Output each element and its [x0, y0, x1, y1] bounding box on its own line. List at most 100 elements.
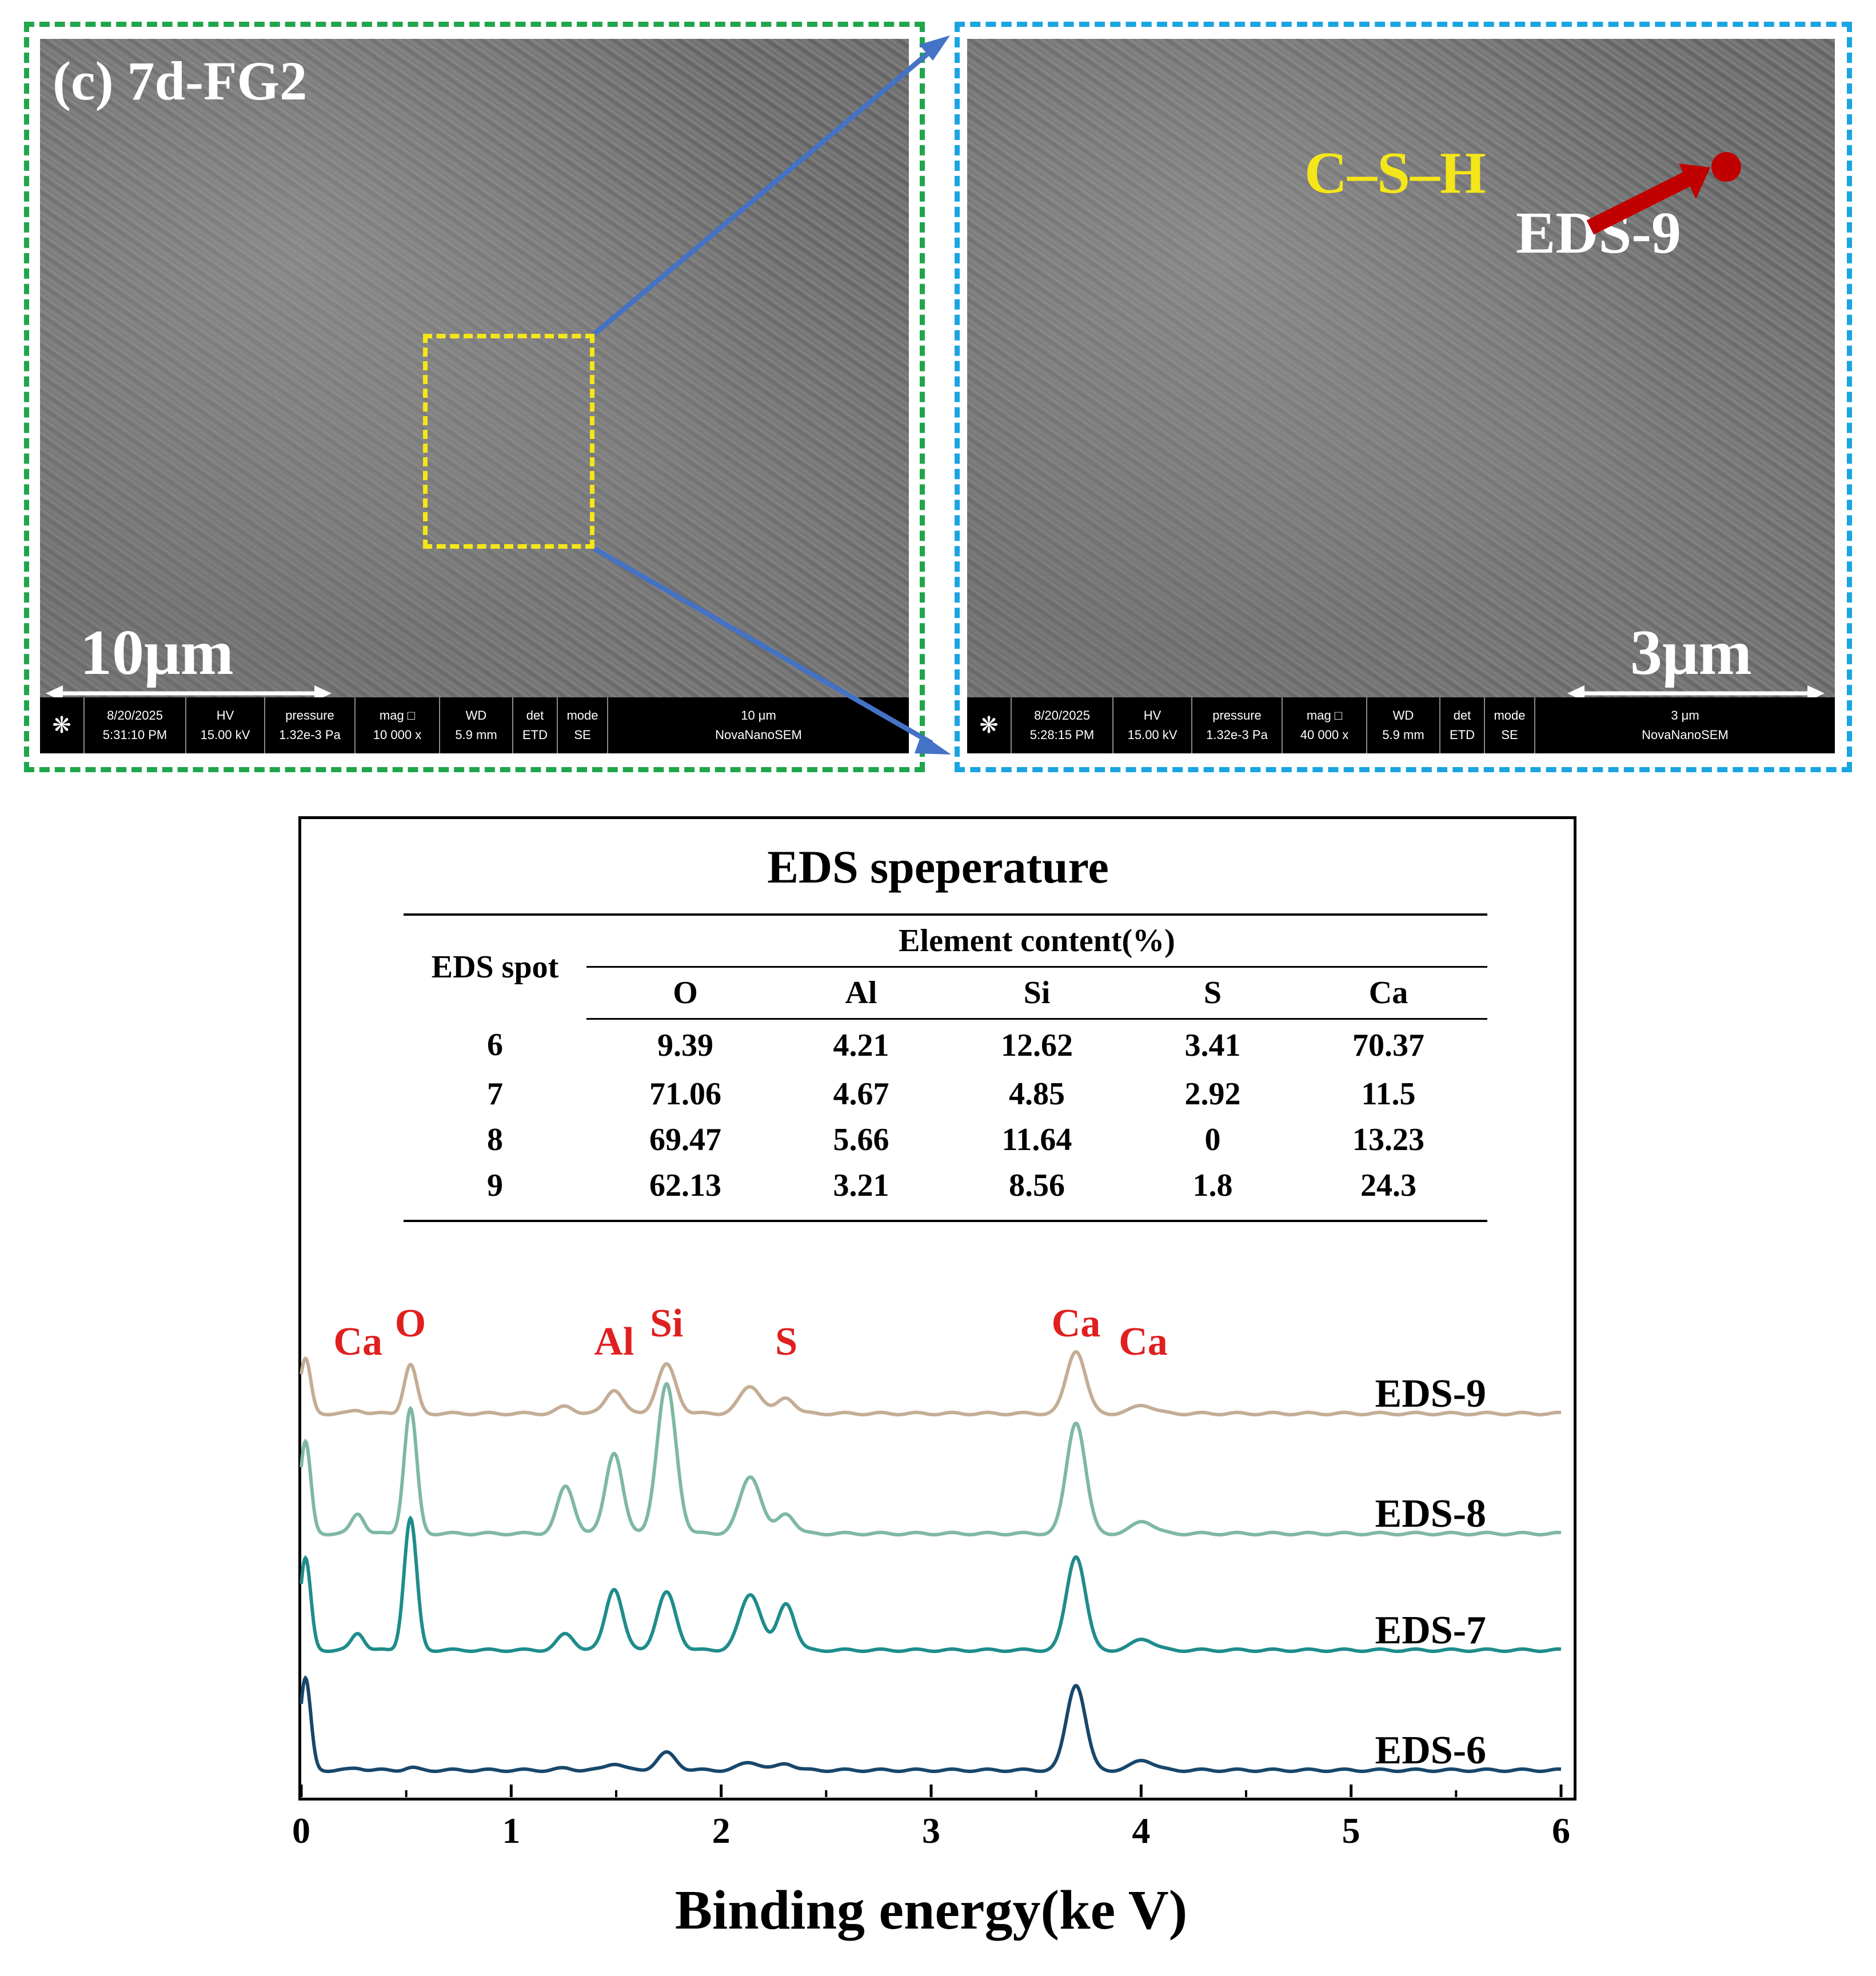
table-row: 7 71.06 4.67 4.85 2.92 11.5 — [404, 1071, 1487, 1117]
table-body: 6 9.39 4.21 12.62 3.41 70.37 7 71.06 4.67 4.85 2.9… — [404, 1019, 1487, 1222]
table-cell-spot: 6 — [487, 1027, 503, 1063]
x-tick-label: 6 — [1552, 1810, 1570, 1851]
spectrum-line-eds-8 — [300, 1382, 1562, 1536]
info-mag: 10 000 x — [373, 728, 422, 742]
eds-spot-label: EDS-9 — [1516, 200, 1681, 266]
table-cell-value: 70.37 — [1352, 1028, 1424, 1063]
peak-label: Ca — [1119, 1320, 1168, 1364]
sem-image-left: (c) 7d-FG2 10μm ❋ 8/20/2025 5:31:10 PM HV… — [40, 39, 909, 753]
spectrum-line-eds-6 — [300, 1675, 1562, 1773]
zoom-arrow-top — [593, 48, 933, 336]
zoom-arrow-bottom — [593, 546, 933, 745]
table-cell-value: 2.92 — [1184, 1076, 1241, 1112]
x-tick-label: 2 — [712, 1810, 731, 1851]
x-axis-label: Binding energy(ke V) — [675, 1879, 1188, 1941]
info-det-label: det — [1453, 708, 1471, 722]
table-cell-spot: 9 — [404, 1163, 586, 1222]
info-date: 8/20/2025 — [107, 708, 163, 722]
eds-spot-arrow-icon — [1586, 152, 1741, 235]
series-label: EDS-9 — [1375, 1372, 1486, 1416]
info-scale: 3 μm — [1671, 708, 1699, 722]
sem-frame-right — [955, 22, 1852, 772]
table-cell-value: 3.21 — [784, 1163, 938, 1222]
table-cell-value: 11.64 — [1001, 1122, 1072, 1157]
table-cell-value: 11.5 — [1361, 1076, 1416, 1112]
sem-info-bar: ❋ 8/20/2025 5:31:10 PM HV 15.00 kV pressur… — [40, 697, 909, 753]
scale-bar-label: 3μm — [1630, 617, 1752, 688]
info-mag-label: mag □ — [379, 708, 416, 722]
table-cell-value: 62.13 — [586, 1163, 784, 1222]
scale-bar-label: 10μm — [80, 617, 234, 688]
table-cell-spot: 7 — [487, 1076, 503, 1112]
table-cell-value: 5.66 — [833, 1122, 889, 1157]
table-column-header: Si — [938, 967, 1136, 1020]
x-tick-label: 3 — [922, 1810, 940, 1851]
peak-label: Al — [594, 1320, 634, 1364]
table-cell-value: 12.62 — [1000, 1028, 1073, 1063]
info-mag: 40 000 x — [1300, 728, 1349, 742]
zoom-arrowhead-bottom — [915, 734, 951, 755]
spectrum-line-eds-7 — [300, 1515, 1562, 1653]
info-wd-label: WD — [465, 708, 487, 722]
table-column-header: S — [1135, 967, 1290, 1020]
info-wd-label: WD — [1392, 708, 1414, 722]
chart-title: EDS speperature — [767, 841, 1109, 893]
sem-image-right: C–S–H EDS-9 3μm ❋ 8/20/2025 5:28:15 PM HV… — [967, 39, 1835, 753]
table-cell-value: 4.21 — [833, 1028, 889, 1063]
table-cell-value: 13.23 — [1352, 1122, 1424, 1157]
info-pressure-label: pressure — [1212, 708, 1262, 722]
table-group-header: Element content(%) — [586, 913, 1487, 968]
info-det: ETD — [1450, 728, 1475, 742]
table-cell-value: 4.67 — [833, 1076, 889, 1112]
table-cell-value: 8.56 — [938, 1163, 1136, 1222]
info-time: 5:31:10 PM — [102, 728, 167, 742]
eds-table: EDS spot Element content(%) O Al Si S Ca 6 9.… — [404, 913, 1487, 1222]
table-cell-value: 1.8 — [1135, 1163, 1290, 1222]
table-cell-value: 24.3 — [1290, 1163, 1487, 1222]
info-wd: 5.9 mm — [455, 728, 497, 742]
peak-label: O — [395, 1302, 426, 1346]
info-date: 8/20/2025 — [1034, 708, 1090, 722]
table-row: 8 69.47 5.66 11.64 0 13.23 — [404, 1117, 1487, 1163]
info-mode-label: mode — [566, 708, 598, 722]
info-instrument: NovaNanoSEM — [1642, 728, 1729, 742]
x-tick-label: 0 — [292, 1810, 310, 1851]
info-hv-label: HV — [1143, 708, 1161, 722]
instrument-logo-icon: ❋ — [967, 697, 1012, 753]
info-hv-label: HV — [216, 708, 234, 722]
sem-frame-left — [24, 22, 925, 772]
peak-label: Ca — [333, 1320, 382, 1364]
info-pressure: 1.32e-3 Pa — [1206, 728, 1268, 742]
x-tick-label: 1 — [502, 1810, 520, 1851]
table-cell-spot: 8 — [487, 1122, 503, 1157]
info-det-label: det — [526, 708, 544, 722]
peak-label: Ca — [1052, 1302, 1101, 1346]
sem-info-bar: ❋ 8/20/2025 5:28:15 PM HV 15.00 kV pressur… — [967, 697, 1835, 753]
info-hv: 15.00 kV — [1127, 728, 1178, 742]
table-cell-value: 69.47 — [649, 1122, 721, 1157]
zoom-arrowhead-top — [919, 35, 950, 61]
peak-label: S — [775, 1320, 797, 1364]
table-column-header: Al — [784, 967, 938, 1020]
region-of-interest-box — [423, 334, 594, 549]
table-cell-value: 9.39 — [657, 1028, 713, 1063]
table-column-header: O — [586, 967, 784, 1020]
table-cell-value: 71.06 — [649, 1076, 721, 1112]
table-cell-value: 0 — [1204, 1122, 1221, 1157]
info-pressure: 1.32e-3 Pa — [279, 728, 341, 742]
info-hv: 15.00 kV — [200, 728, 250, 742]
info-mode: SE — [574, 728, 591, 742]
table-cell-value: 4.85 — [1008, 1076, 1065, 1112]
info-mag-label: mag □ — [1306, 708, 1343, 722]
table-cell-value: 3.41 — [1184, 1028, 1241, 1063]
x-tick-label: 5 — [1342, 1810, 1360, 1851]
phase-label-csh: C–S–H — [1304, 140, 1486, 206]
info-instrument: NovaNanoSEM — [715, 728, 802, 742]
panel-label: (c) 7d-FG2 — [53, 50, 308, 111]
series-label: EDS-8 — [1375, 1492, 1486, 1536]
table-column-header: Ca — [1290, 967, 1487, 1020]
info-pressure-label: pressure — [285, 708, 334, 722]
info-wd: 5.9 mm — [1382, 728, 1424, 742]
instrument-logo-icon: ❋ — [40, 697, 85, 753]
